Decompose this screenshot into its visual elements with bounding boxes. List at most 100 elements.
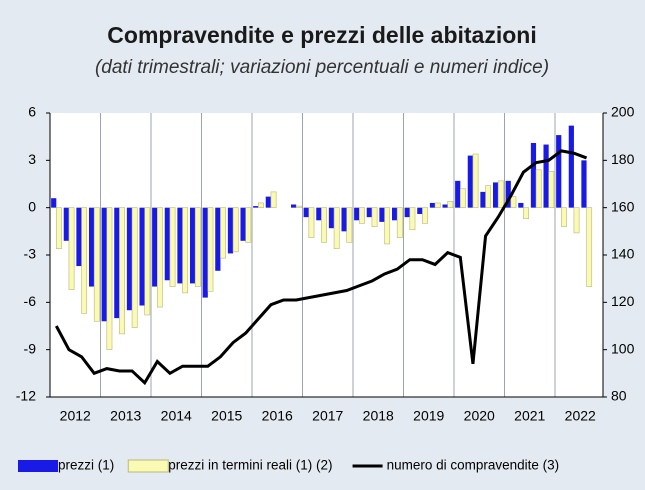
bar <box>265 196 271 208</box>
bar <box>169 207 176 287</box>
bar <box>164 207 170 281</box>
bar <box>106 207 113 350</box>
bar <box>56 207 62 249</box>
bar <box>119 207 125 335</box>
bar <box>76 207 82 267</box>
y2-tick-label: 120 <box>611 293 635 309</box>
bar <box>177 207 183 284</box>
bar <box>455 180 461 208</box>
bar <box>63 207 69 241</box>
bar <box>543 144 549 208</box>
bar <box>220 207 226 259</box>
bar <box>379 207 385 222</box>
x-tick-label: 2012 <box>60 408 91 424</box>
bar <box>207 207 214 292</box>
x-tick-label: 2021 <box>514 408 545 424</box>
legend-swatch <box>127 459 169 473</box>
bar <box>505 180 511 208</box>
bar <box>391 207 398 221</box>
y-tick-label: -3 <box>24 246 37 262</box>
bar <box>472 153 479 208</box>
x-tick-label: 2019 <box>413 408 444 424</box>
bar <box>328 207 335 229</box>
bar <box>523 207 529 220</box>
bar <box>131 207 138 328</box>
chart-title: Compravendite e prezzi delle abitazioni <box>107 22 536 48</box>
bar <box>417 207 423 214</box>
bar <box>341 207 347 232</box>
line-series <box>54 149 588 386</box>
y2-tick-label: 140 <box>611 246 635 262</box>
bar <box>346 207 353 243</box>
chart-subtitle: (dati trimestrali; variazioni percentual… <box>95 57 549 78</box>
bar <box>518 202 524 208</box>
bar <box>581 160 587 208</box>
bar <box>126 207 133 311</box>
bar <box>497 180 504 208</box>
bar <box>215 207 221 271</box>
bar <box>366 207 372 218</box>
y-tick-label: 3 <box>28 151 36 167</box>
bar <box>93 207 100 322</box>
bar <box>535 169 542 208</box>
y2-tick-label: 100 <box>611 340 635 356</box>
bar <box>290 204 297 208</box>
y-tick-label: 0 <box>28 198 36 214</box>
x-tick-label: 2013 <box>110 408 141 424</box>
bar <box>480 191 486 208</box>
bar <box>51 198 57 208</box>
bar <box>152 207 158 287</box>
legend-label: prezzi (1) <box>58 458 114 473</box>
bar <box>81 207 88 314</box>
x-tick-label: 2014 <box>161 408 192 424</box>
bar <box>68 207 75 291</box>
bar <box>321 207 327 243</box>
y2-tick-label: 80 <box>611 388 627 404</box>
bar <box>530 142 537 208</box>
bar <box>422 207 428 224</box>
bar <box>460 188 466 208</box>
bar <box>442 204 448 208</box>
bar <box>144 207 151 316</box>
bar <box>202 207 208 298</box>
x-tick-label: 2015 <box>211 408 242 424</box>
bar <box>359 207 365 224</box>
x-tick-label: 2016 <box>262 408 293 424</box>
legend-label: prezzi in termini reali (1) (2) <box>168 458 332 473</box>
x-tick-label: 2017 <box>312 408 343 424</box>
y2-tick-label: 200 <box>611 104 635 120</box>
bar <box>568 125 574 208</box>
y-tick-label: -6 <box>24 293 37 309</box>
bar <box>258 202 264 208</box>
x-tick-label: 2020 <box>464 408 495 424</box>
bar <box>586 207 593 287</box>
y2-tick-label: 180 <box>611 151 635 167</box>
bar <box>556 135 562 208</box>
bar <box>182 207 189 294</box>
bar <box>548 171 555 208</box>
bar <box>371 207 378 227</box>
bar <box>295 205 302 208</box>
bar <box>485 185 492 208</box>
bar <box>510 196 517 208</box>
y-tick-label: -9 <box>24 340 37 356</box>
bar <box>409 207 416 231</box>
bar <box>429 202 436 208</box>
x-tick-label: 2022 <box>565 408 596 424</box>
bar <box>492 182 499 208</box>
bar <box>157 207 163 308</box>
y-tick-label: -12 <box>16 388 36 404</box>
bar <box>573 207 580 234</box>
bar <box>396 207 403 238</box>
bar <box>139 207 145 306</box>
bar <box>467 155 473 208</box>
legend-swatch <box>18 460 58 472</box>
bar <box>232 207 239 253</box>
bar <box>227 207 234 254</box>
bar <box>101 207 107 322</box>
bar <box>308 207 315 238</box>
bar <box>253 206 259 208</box>
bar <box>303 207 309 218</box>
bar <box>194 207 201 287</box>
